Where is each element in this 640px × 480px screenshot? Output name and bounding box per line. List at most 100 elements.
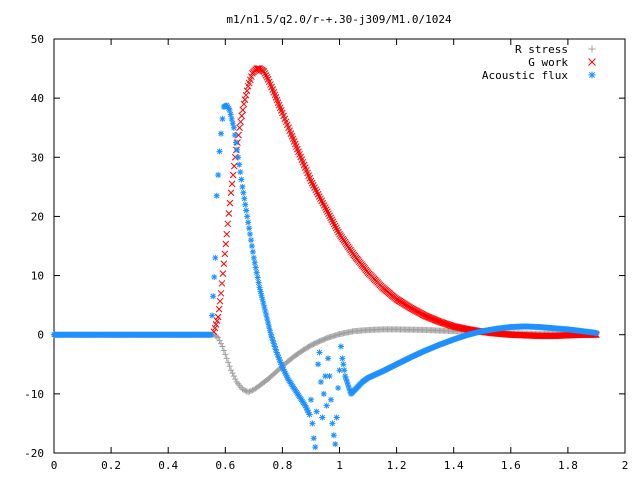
data-point [209, 312, 216, 319]
data-point [243, 207, 250, 214]
data-point [271, 343, 278, 350]
data-point [307, 396, 314, 403]
data-point [437, 318, 444, 326]
data-point [331, 222, 339, 230]
data-point [267, 327, 274, 334]
data-point [255, 279, 262, 286]
x-tick-label: 1 [336, 459, 343, 472]
data-point [280, 366, 287, 373]
data-point [284, 374, 291, 381]
data-point [226, 106, 233, 113]
data-point [444, 321, 452, 328]
data-point [260, 68, 268, 75]
data-point [267, 331, 274, 338]
chart-title: m1/n1.5/q2.0/r-+.30-j309/M1.0/1024 [226, 13, 452, 26]
data-point [219, 270, 227, 277]
data-point [332, 441, 339, 448]
data-point [436, 318, 443, 326]
data-point [217, 289, 225, 297]
data-point [215, 172, 222, 179]
x-tick-label: 0.4 [158, 459, 178, 472]
data-point [329, 420, 336, 427]
data-point [220, 347, 227, 354]
data-point [224, 220, 232, 228]
data-point [332, 224, 340, 232]
data-point [282, 370, 289, 377]
data-point [321, 204, 329, 211]
data-point [246, 225, 253, 232]
data-point [241, 195, 248, 202]
data-point [250, 254, 257, 261]
data-point [237, 118, 244, 126]
x-tick-label: 1.6 [501, 459, 521, 472]
data-point [322, 373, 329, 380]
data-point [251, 259, 258, 266]
data-point [231, 132, 238, 139]
data-point [230, 162, 238, 170]
data-point [215, 305, 223, 313]
data-point [261, 70, 269, 77]
data-point [335, 384, 342, 391]
data-point [330, 432, 337, 439]
data-point [329, 218, 337, 226]
data-point [262, 72, 270, 79]
data-point [316, 349, 323, 356]
data-point [218, 340, 225, 347]
data-point [226, 199, 234, 207]
data-point [216, 337, 223, 344]
data-point [344, 379, 351, 386]
data-point [345, 381, 352, 388]
data-point [336, 367, 343, 374]
data-point [229, 171, 237, 179]
data-point [245, 219, 252, 226]
data-point [306, 411, 313, 418]
data-point [219, 115, 226, 122]
data-point [309, 420, 316, 427]
y-tick-label: 40 [31, 92, 44, 105]
data-point [230, 124, 237, 131]
data-point [263, 312, 270, 318]
series-layer [51, 65, 600, 451]
legend-label: G work [528, 56, 568, 69]
data-point [225, 210, 233, 217]
data-point [244, 213, 251, 220]
data-point [319, 414, 326, 421]
data-point [227, 189, 235, 197]
x-tick-label: 0.6 [215, 459, 235, 472]
axes: 0 0.2 0.4 0.6 0.8 1 1.2 1.4 1.6 1.8 2 50 40 30 20 10 0 -1… [24, 33, 628, 472]
data-point [233, 139, 240, 146]
data-point [327, 396, 334, 403]
data-point [227, 111, 234, 118]
data-point [265, 319, 272, 326]
data-point [258, 292, 265, 299]
data-point [337, 343, 344, 350]
data-point [269, 337, 276, 344]
data-point [213, 317, 221, 325]
data-point [211, 274, 218, 281]
data-point [339, 355, 346, 362]
data-point [341, 367, 348, 374]
data-point [239, 386, 246, 393]
data-point [213, 192, 220, 199]
data-point [228, 367, 235, 374]
data-point [247, 387, 254, 394]
x-tick-label: 0 [51, 459, 58, 472]
data-point [323, 402, 330, 409]
data-point [278, 361, 285, 368]
x-tick-label: 1.2 [387, 459, 407, 472]
data-point [268, 334, 275, 341]
data-point [259, 296, 266, 303]
data-point [239, 183, 246, 190]
data-point [222, 351, 229, 358]
y-tick-label: 20 [31, 210, 44, 223]
data-point [325, 210, 332, 218]
data-point [446, 321, 454, 329]
data-point [313, 408, 320, 415]
data-point [223, 355, 230, 362]
x-tick-label: 0.8 [272, 459, 292, 472]
series-acoustic-flux [51, 102, 600, 451]
data-point [225, 359, 232, 366]
data-point [328, 216, 336, 224]
y-tick-label: 50 [31, 33, 44, 46]
data-point [440, 319, 448, 327]
